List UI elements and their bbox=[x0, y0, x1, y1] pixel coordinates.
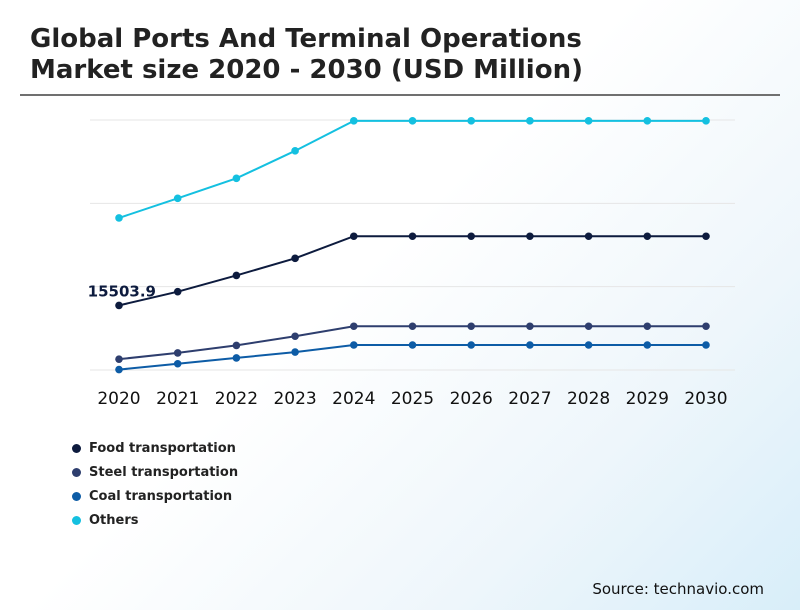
data-point bbox=[173, 287, 182, 296]
data-point bbox=[350, 341, 358, 349]
data-point bbox=[232, 174, 241, 183]
legend-item: Food transportation bbox=[72, 436, 238, 460]
x-tick-label: 2026 bbox=[450, 389, 493, 409]
data-point bbox=[702, 341, 710, 349]
x-tick-label: 2027 bbox=[508, 389, 551, 409]
data-point bbox=[526, 341, 534, 349]
data-point bbox=[173, 359, 182, 368]
title-divider bbox=[20, 94, 780, 96]
data-point bbox=[702, 322, 710, 331]
legend-marker-icon bbox=[72, 491, 81, 501]
data-point bbox=[584, 117, 593, 125]
x-tick-label: 2021 bbox=[156, 389, 199, 409]
chart-title: Global Ports And Terminal Operations Mar… bbox=[30, 24, 583, 86]
legend-label: Coal transportation bbox=[89, 488, 233, 504]
data-point bbox=[350, 232, 358, 241]
data-point bbox=[467, 341, 476, 349]
data-point bbox=[291, 147, 299, 155]
data-point bbox=[350, 117, 358, 125]
legend-item: Coal transportation bbox=[72, 484, 238, 508]
data-point bbox=[232, 341, 241, 350]
data-point bbox=[115, 365, 123, 374]
x-tick-label: 2028 bbox=[567, 389, 610, 409]
x-tick-label: 2020 bbox=[97, 389, 140, 409]
legend-label: Food transportation bbox=[89, 440, 236, 456]
data-point bbox=[115, 355, 123, 363]
legend-label: Steel transportation bbox=[89, 464, 239, 480]
data-point bbox=[643, 322, 652, 331]
data-point bbox=[584, 322, 593, 331]
data-point bbox=[467, 117, 476, 125]
chart-title-line-1: Global Ports And Terminal Operations bbox=[30, 24, 582, 54]
data-label: 15503.9 bbox=[88, 282, 156, 300]
x-tick-label: 2024 bbox=[332, 389, 375, 409]
data-point bbox=[232, 271, 241, 280]
data-point bbox=[643, 117, 652, 125]
x-tick-label: 2022 bbox=[215, 389, 258, 409]
data-point bbox=[408, 322, 417, 331]
x-tick-label: 2023 bbox=[273, 389, 316, 409]
data-point bbox=[526, 117, 534, 125]
data-point bbox=[408, 341, 417, 349]
data-point bbox=[115, 214, 123, 222]
data-point bbox=[291, 332, 299, 341]
series-line bbox=[118, 235, 706, 307]
source-credit: Source: technavio.com bbox=[592, 580, 764, 598]
data-point bbox=[526, 232, 534, 241]
data-point bbox=[584, 232, 593, 241]
data-point bbox=[408, 117, 417, 125]
x-tick-label: 2025 bbox=[391, 389, 434, 409]
data-point bbox=[643, 341, 652, 349]
legend-marker-icon bbox=[72, 443, 81, 453]
data-point bbox=[115, 301, 123, 310]
data-point bbox=[291, 348, 299, 356]
data-point bbox=[350, 322, 358, 331]
legend-marker-icon bbox=[72, 467, 81, 477]
data-point bbox=[702, 117, 710, 125]
data-point bbox=[408, 232, 417, 241]
data-point bbox=[467, 232, 476, 241]
legend-label: Others bbox=[89, 512, 139, 528]
chart-legend: Food transportation Steel transportation C… bbox=[72, 436, 238, 532]
data-point bbox=[643, 232, 652, 241]
legend-marker-icon bbox=[72, 515, 81, 525]
data-point bbox=[173, 349, 182, 357]
x-tick-label: 2030 bbox=[684, 389, 727, 409]
data-point bbox=[291, 254, 299, 263]
legend-item: Steel transportation bbox=[72, 460, 238, 484]
data-point bbox=[702, 232, 710, 241]
line-chart: 2020 2021 2022 2023 2024 2025 2026 2027 2028 2029… bbox=[88, 117, 735, 409]
data-point bbox=[232, 354, 241, 362]
data-point bbox=[173, 194, 182, 203]
data-point bbox=[584, 341, 593, 349]
data-point bbox=[467, 322, 476, 331]
x-tick-label: 2029 bbox=[626, 389, 669, 409]
data-point bbox=[526, 322, 534, 331]
legend-item: Others bbox=[72, 508, 238, 532]
chart-title-line-2: Market size 2020 - 2030 (USD Million) bbox=[30, 55, 583, 85]
